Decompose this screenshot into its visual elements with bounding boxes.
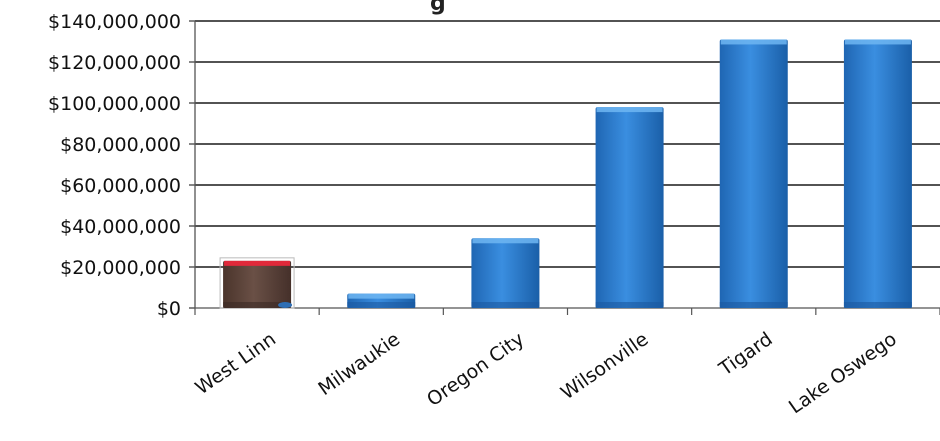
- y-tick-label: $40,000,000: [60, 216, 181, 238]
- y-tick-label: $0: [157, 298, 181, 320]
- y-tick-label: $60,000,000: [60, 175, 181, 197]
- bar-milwaukie: [347, 293, 416, 308]
- bar-tigard: [719, 39, 788, 308]
- x-tick-label: Milwaukie: [314, 328, 404, 400]
- y-tick-label: $20,000,000: [60, 257, 181, 279]
- y-tick-labels: $0 $20,000,000 $40,000,000 $60,000,000 $80,0…: [48, 11, 181, 320]
- bar-cap: [720, 39, 787, 45]
- bar-base: [595, 302, 664, 308]
- bar-base: [471, 302, 540, 308]
- bar: [595, 107, 664, 308]
- bar: [471, 238, 540, 308]
- x-tick-label: West Linn: [191, 328, 280, 399]
- bar-cap: [472, 238, 539, 244]
- bar-base: [719, 302, 788, 308]
- bar-oregon-city: [471, 238, 540, 308]
- bar-lake-oswego: [843, 39, 912, 308]
- x-tick-label: Tigard: [714, 328, 776, 381]
- x-tick-labels: West Linn Milwaukie Oregon City Wilsonville…: [191, 328, 900, 418]
- bar-cap: [596, 107, 663, 113]
- bar: [223, 260, 292, 308]
- y-tick-label: $80,000,000: [60, 134, 181, 156]
- bar-cap: [224, 260, 291, 266]
- y-tick-label: $140,000,000: [48, 11, 181, 33]
- bar: [719, 39, 788, 308]
- gridlines: [195, 20, 940, 268]
- bar-cap: [844, 39, 911, 45]
- axes: [189, 20, 940, 315]
- bar-marker: [278, 302, 293, 308]
- y-tick-label: $100,000,000: [48, 93, 181, 115]
- bar-base: [223, 302, 292, 308]
- bar-base: [347, 302, 416, 308]
- bar-base: [843, 302, 912, 308]
- chart-title-fragment: g: [430, 0, 446, 16]
- bar-cap: [348, 293, 415, 299]
- bar-wilsonville: [595, 107, 664, 308]
- bars: [219, 39, 912, 309]
- bar-west-linn: [219, 257, 295, 309]
- x-tick-label: Oregon City: [423, 328, 528, 411]
- x-tick-label: Wilsonville: [557, 328, 653, 404]
- y-tick-label: $120,000,000: [48, 52, 181, 74]
- bar: [843, 39, 912, 308]
- x-tick-label: Lake Oswego: [785, 328, 901, 418]
